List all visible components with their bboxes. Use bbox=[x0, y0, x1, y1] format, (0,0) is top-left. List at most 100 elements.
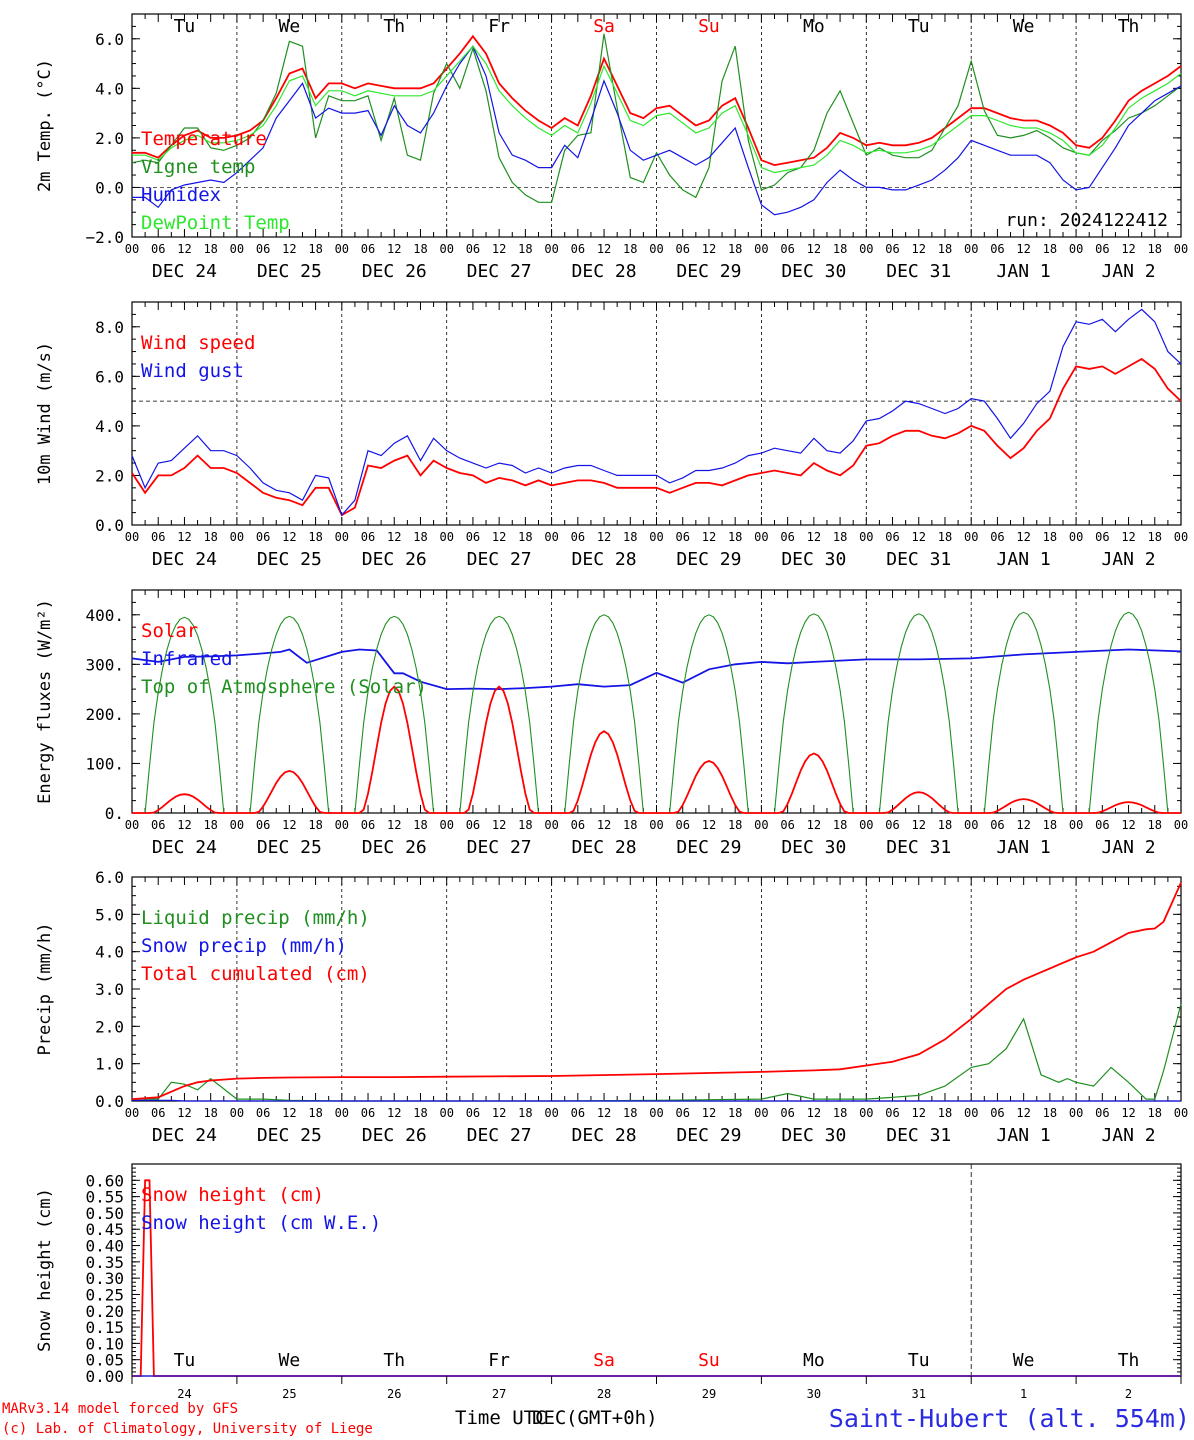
hour-tick-label: 00 bbox=[544, 818, 558, 832]
panel-5: 0.000.050.100.150.200.250.300.350.400.45… bbox=[35, 1163, 1182, 1401]
hour-tick-label: 06 bbox=[780, 242, 794, 256]
hour-tick-label: 00 bbox=[1174, 242, 1188, 256]
panel-frame bbox=[131, 13, 1182, 238]
date-label: DEC 29 bbox=[676, 261, 741, 282]
hour-tick-label: 18 bbox=[833, 530, 847, 544]
hour-tick-label: 12 bbox=[1016, 1106, 1030, 1120]
y-tick-label: 0.20 bbox=[85, 1302, 124, 1321]
y-tick-label: 300. bbox=[85, 655, 124, 674]
hour-tick-label: 12 bbox=[387, 530, 401, 544]
y-tick-label: 0.05 bbox=[85, 1351, 124, 1370]
hour-tick-label: 12 bbox=[387, 818, 401, 832]
date-label: DEC 26 bbox=[362, 1125, 427, 1146]
legend-entry: Solar bbox=[141, 620, 198, 642]
series-line bbox=[131, 648, 1182, 691]
hour-tick-label: 00 bbox=[964, 1106, 978, 1120]
hour-tick-label: 12 bbox=[807, 530, 821, 544]
hour-tick-label: 18 bbox=[413, 1106, 427, 1120]
hour-tick-label: 00 bbox=[1069, 818, 1083, 832]
series-line bbox=[131, 357, 1182, 517]
date-label: DEC 29 bbox=[676, 837, 741, 858]
hour-tick-label: 00 bbox=[125, 242, 139, 256]
hour-tick-label: 18 bbox=[1148, 530, 1162, 544]
date-label: DEC 28 bbox=[572, 837, 637, 858]
date-label: DEC 27 bbox=[467, 1125, 532, 1146]
hour-tick-label: 00 bbox=[649, 242, 663, 256]
date-label: JAN 1 bbox=[997, 837, 1051, 858]
y-tick-label: 0.0 bbox=[95, 1092, 124, 1111]
model-credit: MARv3.14 model forced by GFS bbox=[2, 1401, 238, 1417]
hour-tick-label: 12 bbox=[807, 818, 821, 832]
date-label: DEC 25 bbox=[257, 1125, 322, 1146]
hour-tick-label: 00 bbox=[1069, 1106, 1083, 1120]
day-number-label: 28 bbox=[597, 1387, 611, 1401]
y-tick-label: 0.50 bbox=[85, 1204, 124, 1223]
y-tick-label: 0.25 bbox=[85, 1285, 124, 1304]
hour-tick-label: 18 bbox=[203, 530, 217, 544]
day-name-label: Tu bbox=[174, 16, 196, 37]
legend-entry: Total cumulated (cm) bbox=[141, 963, 370, 985]
hour-tick-label: 06 bbox=[675, 242, 689, 256]
hour-tick-label: 06 bbox=[1095, 242, 1109, 256]
y-tick-label: 2.0 bbox=[95, 466, 124, 485]
hour-tick-label: 12 bbox=[1121, 818, 1135, 832]
legend-entry: Vigne temp bbox=[141, 156, 255, 178]
hour-tick-label: 00 bbox=[1174, 1106, 1188, 1120]
hour-tick-label: 18 bbox=[413, 530, 427, 544]
x-axis-label-month: DEC bbox=[532, 1407, 566, 1429]
hour-tick-label: 06 bbox=[675, 530, 689, 544]
hour-tick-label: 12 bbox=[177, 242, 191, 256]
hour-tick-label: 06 bbox=[361, 242, 375, 256]
date-label: DEC 31 bbox=[886, 549, 951, 570]
hour-tick-label: 12 bbox=[702, 1106, 716, 1120]
y-tick-label: 4.0 bbox=[95, 417, 124, 436]
hour-tick-label: 18 bbox=[518, 530, 532, 544]
x-axis-label-tz: (GMT+0h) bbox=[566, 1407, 658, 1429]
hour-tick-label: 06 bbox=[466, 818, 480, 832]
y-tick-label: 8.0 bbox=[95, 318, 124, 337]
hour-tick-label: 12 bbox=[807, 242, 821, 256]
hour-tick-label: 12 bbox=[1016, 530, 1030, 544]
hour-tick-label: 18 bbox=[938, 530, 952, 544]
hour-tick-label: 00 bbox=[335, 530, 349, 544]
y-axis-label: Energy fluxes (W/m²) bbox=[35, 599, 55, 804]
date-label: DEC 31 bbox=[886, 1125, 951, 1146]
hour-tick-label: 00 bbox=[125, 1106, 139, 1120]
day-name-label: Th bbox=[383, 1350, 405, 1371]
hour-tick-label: 00 bbox=[754, 1106, 768, 1120]
hour-tick-label: 06 bbox=[571, 242, 585, 256]
day-name-label: Tu bbox=[908, 1350, 930, 1371]
hour-tick-label: 00 bbox=[125, 530, 139, 544]
hour-tick-label: 06 bbox=[256, 530, 270, 544]
day-number-label: 1 bbox=[1020, 1387, 1027, 1401]
hour-tick-label: 06 bbox=[885, 242, 899, 256]
hour-tick-label: 12 bbox=[177, 1106, 191, 1120]
hour-tick-label: 12 bbox=[1121, 242, 1135, 256]
hour-tick-label: 18 bbox=[623, 242, 637, 256]
day-name-label: Su bbox=[698, 1350, 720, 1371]
hour-tick-label: 12 bbox=[912, 530, 926, 544]
hour-tick-label: 12 bbox=[282, 530, 296, 544]
y-tick-label: −2.0 bbox=[85, 228, 124, 247]
series-line bbox=[132, 45, 1182, 174]
station-label: Saint-Hubert (alt. 554m) bbox=[829, 1404, 1190, 1433]
day-number-label: 25 bbox=[282, 1387, 296, 1401]
hour-tick-label: 00 bbox=[125, 818, 139, 832]
y-tick-label: 200. bbox=[85, 705, 124, 724]
date-label: DEC 26 bbox=[362, 837, 427, 858]
hour-tick-label: 06 bbox=[151, 530, 165, 544]
hour-tick-label: 00 bbox=[230, 818, 244, 832]
hour-tick-label: 00 bbox=[859, 1106, 873, 1120]
hour-tick-label: 18 bbox=[728, 530, 742, 544]
y-tick-label: 0.15 bbox=[85, 1318, 124, 1337]
day-name-label: Mo bbox=[803, 16, 825, 37]
hour-tick-label: 12 bbox=[177, 530, 191, 544]
hour-tick-label: 00 bbox=[544, 530, 558, 544]
date-label: DEC 29 bbox=[676, 1125, 741, 1146]
hour-tick-label: 06 bbox=[151, 1106, 165, 1120]
hour-tick-label: 18 bbox=[203, 242, 217, 256]
hour-tick-label: 12 bbox=[1121, 1106, 1135, 1120]
hour-tick-label: 12 bbox=[387, 242, 401, 256]
date-label: DEC 25 bbox=[257, 837, 322, 858]
hour-tick-label: 00 bbox=[335, 818, 349, 832]
